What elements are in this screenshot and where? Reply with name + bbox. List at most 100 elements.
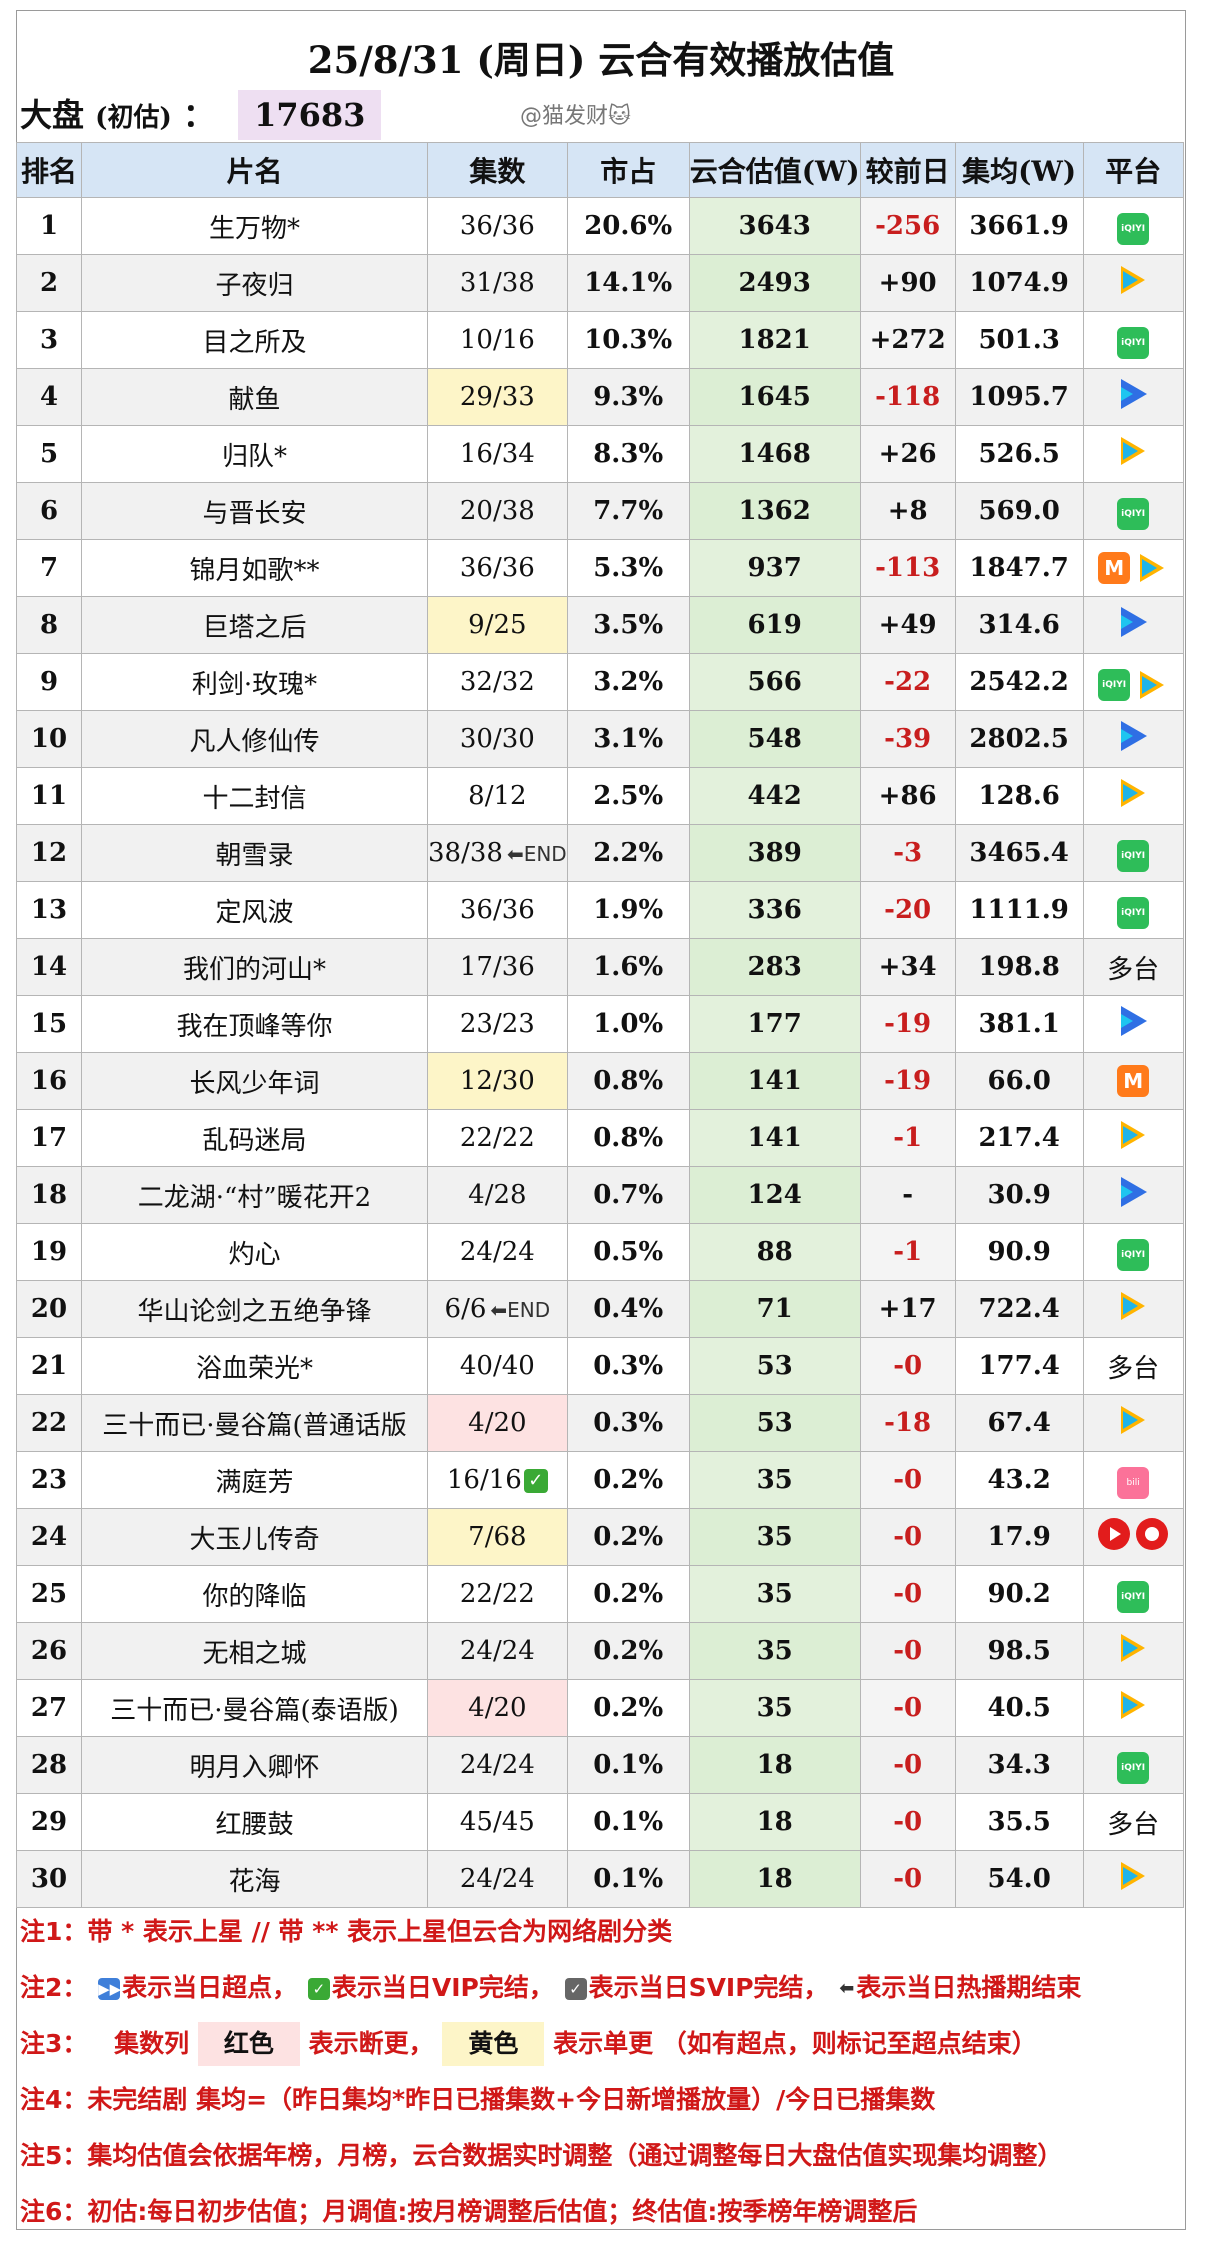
change-cell: -113 <box>859 539 956 597</box>
title-cell: 巨塔之后 <box>81 596 428 654</box>
platform-cell <box>1082 368 1184 426</box>
header-change: 较前日 <box>859 142 956 198</box>
share-cell: 0.1% <box>566 1793 690 1851</box>
platform-cell <box>1082 1166 1184 1224</box>
change-cell: +26 <box>859 425 956 483</box>
table-row: 16 长风少年词 12/30 0.8% 141 -19 66.0 M <box>16 1052 1184 1110</box>
episodes-value: 36/36 <box>459 553 535 583</box>
note-1: 注1：带 * 表示上星 // 带 ** 表示上星但云合为网络剧分类 <box>20 1917 673 1946</box>
episodes-cell: 22/22 <box>427 1109 568 1167</box>
fast-forward-icon: ▶▶ <box>98 1978 122 2000</box>
share-cell: 0.4% <box>566 1280 690 1338</box>
episodes-value: 24/24 <box>459 1864 535 1894</box>
platform-cell: iQIYI <box>1082 1223 1184 1281</box>
tencent-video-icon <box>1117 1119 1149 1151</box>
estimate-cell: 548 <box>688 710 861 768</box>
table-row: 8 巨塔之后 9/25 3.5% 619 +49 314.6 <box>16 596 1184 654</box>
episodes-cell: 24/24 <box>427 1736 568 1794</box>
estimate-cell: 141 <box>688 1052 861 1110</box>
avg-cell: 569.0 <box>954 482 1084 540</box>
table-row: 9 利剑·玫瑰* 32/32 3.2% 566 -22 2542.2 iQIYI <box>16 653 1184 711</box>
share-cell: 0.2% <box>566 1451 690 1509</box>
title-cell: 朝雪录 <box>81 824 428 882</box>
platform-cell <box>1082 1280 1184 1338</box>
table-row: 6 与晋长安 20/38 7.7% 1362 +8 569.0 iQIYI <box>16 482 1184 540</box>
note-2: 注2： ▶▶表示当日超点， ✓ 表示当日VIP完结， ✓ 表示当日SVIP完结， ⬅… <box>16 1960 1186 2016</box>
estimate-cell: 141 <box>688 1109 861 1167</box>
header-rank: 排名 <box>16 142 82 198</box>
episodes-cell: 9/25 <box>427 596 568 654</box>
title-cell: 浴血荣光* <box>81 1337 428 1395</box>
rank-cell: 13 <box>16 881 82 939</box>
estimate-cell: 35 <box>688 1679 861 1737</box>
episodes-cell: 6/6 ⬅END <box>427 1280 568 1338</box>
episodes-cell: 20/38 <box>427 482 568 540</box>
platform-cell: iQIYI <box>1082 824 1184 882</box>
avg-cell: 17.9 <box>954 1508 1084 1566</box>
avg-cell: 381.1 <box>954 995 1084 1053</box>
episodes-value: 24/24 <box>459 1237 535 1267</box>
platform-cell: iQIYI <box>1082 1565 1184 1623</box>
ranking-table: 排名 片名 集数 市占 云合估值(W) 较前日 集均(W) 平台 1 生万物* 36… <box>16 142 1184 1908</box>
change-cell: -1 <box>859 1109 956 1167</box>
share-cell: 1.9% <box>566 881 690 939</box>
title-cell: 凡人修仙传 <box>81 710 428 768</box>
market-total: 大盘 (初估) ： 17683 <box>20 90 382 140</box>
change-cell: -3 <box>859 824 956 882</box>
avg-cell: 2802.5 <box>954 710 1084 768</box>
note-2-label: 注2： <box>20 1973 88 2002</box>
page-title: 25/8/31 (周日) 云合有效播放估值 <box>307 38 895 82</box>
title-cell: 与晋长安 <box>81 482 428 540</box>
rank-cell: 18 <box>16 1166 82 1224</box>
rank-cell: 14 <box>16 938 82 996</box>
header-share: 市占 <box>566 142 690 198</box>
table-row: 3 目之所及 10/16 10.3% 1821 +272 501.3 iQIYI <box>16 311 1184 369</box>
episodes-value: 10/16 <box>459 325 535 355</box>
estimate-cell: 88 <box>688 1223 861 1281</box>
change-cell: -0 <box>859 1451 956 1509</box>
episodes-value: 7/68 <box>468 1522 527 1552</box>
share-cell: 0.3% <box>566 1394 690 1452</box>
youku-icon <box>1117 720 1149 752</box>
share-cell: 0.2% <box>566 1508 690 1566</box>
episodes-value: 24/24 <box>459 1750 535 1780</box>
platform-cell <box>1082 1508 1184 1566</box>
table-row: 21 浴血荣光* 40/40 0.3% 53 -0 177.4 多台 <box>16 1337 1184 1395</box>
watermark: @猫发财🐱 <box>520 104 631 129</box>
share-cell: 5.3% <box>566 539 690 597</box>
platform-cell <box>1082 596 1184 654</box>
table-header-row: 排名 片名 集数 市占 云合估值(W) 较前日 集均(W) 平台 <box>16 142 1184 198</box>
change-cell: -20 <box>859 881 956 939</box>
svip-check-icon: ✓ <box>564 1978 587 2000</box>
episodes-value: 8/12 <box>468 781 527 811</box>
table-row: 20 华山论剑之五绝争锋 6/6 ⬅END 0.4% 71 +17 722.4 <box>16 1280 1184 1338</box>
change-cell: +17 <box>859 1280 956 1338</box>
title-cell: 子夜归 <box>81 254 428 312</box>
avg-cell: 43.2 <box>954 1451 1084 1509</box>
episodes-value: 31/38 <box>459 268 535 298</box>
share-cell: 3.5% <box>566 596 690 654</box>
iqiyi-icon: iQIYI <box>1117 839 1150 872</box>
tencent-video-icon <box>1117 1404 1149 1436</box>
rank-cell: 28 <box>16 1736 82 1794</box>
platform-cell: bili <box>1082 1451 1184 1509</box>
episodes-value: 40/40 <box>459 1351 535 1381</box>
rank-cell: 7 <box>16 539 82 597</box>
rank-cell: 29 <box>16 1793 82 1851</box>
title-cell: 华山论剑之五绝争锋 <box>81 1280 428 1338</box>
title-cell: 生万物* <box>81 197 428 255</box>
tencent-video-icon <box>1117 1860 1149 1892</box>
avg-cell: 1095.7 <box>954 368 1084 426</box>
episodes-cell: 8/12 <box>427 767 568 825</box>
episodes-cell: 31/38 <box>427 254 568 312</box>
avg-cell: 66.0 <box>954 1052 1084 1110</box>
rank-cell: 4 <box>16 368 82 426</box>
rank-cell: 2 <box>16 254 82 312</box>
change-cell: -18 <box>859 1394 956 1452</box>
episodes-value: 4/20 <box>468 1408 527 1438</box>
market-total-sub: (初估) <box>95 103 172 133</box>
episodes-value: 36/36 <box>459 211 535 241</box>
note-3-label: 注3： <box>20 2029 88 2058</box>
bilibili-icon: bili <box>1117 1466 1150 1499</box>
table-row: 1 生万物* 36/36 20.6% 3643 -256 3661.9 iQIYI <box>16 197 1184 255</box>
